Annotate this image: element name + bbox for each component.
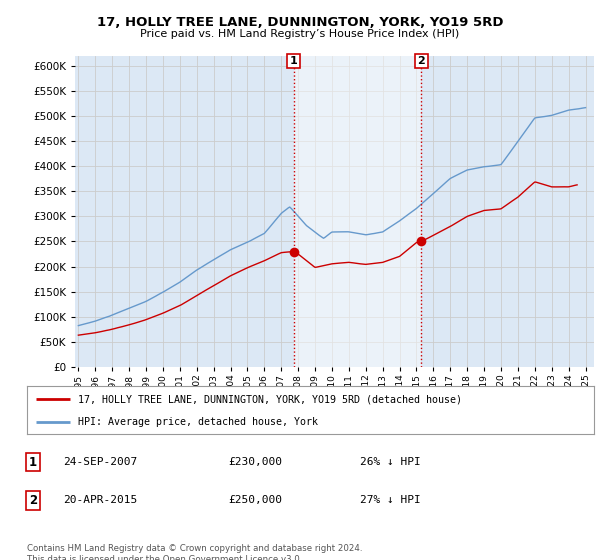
Text: £250,000: £250,000 — [228, 495, 282, 505]
Text: £230,000: £230,000 — [228, 457, 282, 467]
Text: 20-APR-2015: 20-APR-2015 — [63, 495, 137, 505]
Text: Price paid vs. HM Land Registry’s House Price Index (HPI): Price paid vs. HM Land Registry’s House … — [140, 29, 460, 39]
Text: 2: 2 — [29, 493, 37, 507]
Text: HPI: Average price, detached house, York: HPI: Average price, detached house, York — [78, 417, 318, 427]
Text: Contains HM Land Registry data © Crown copyright and database right 2024.
This d: Contains HM Land Registry data © Crown c… — [27, 544, 362, 560]
Text: 1: 1 — [29, 455, 37, 469]
Bar — [293, 56, 421, 367]
Text: 2: 2 — [418, 56, 425, 66]
Text: 1: 1 — [290, 56, 298, 66]
Text: 27% ↓ HPI: 27% ↓ HPI — [360, 495, 421, 505]
Text: 17, HOLLY TREE LANE, DUNNINGTON, YORK, YO19 5RD (detached house): 17, HOLLY TREE LANE, DUNNINGTON, YORK, Y… — [78, 394, 462, 404]
Text: 17, HOLLY TREE LANE, DUNNINGTON, YORK, YO19 5RD: 17, HOLLY TREE LANE, DUNNINGTON, YORK, Y… — [97, 16, 503, 29]
Text: 24-SEP-2007: 24-SEP-2007 — [63, 457, 137, 467]
Text: 26% ↓ HPI: 26% ↓ HPI — [360, 457, 421, 467]
